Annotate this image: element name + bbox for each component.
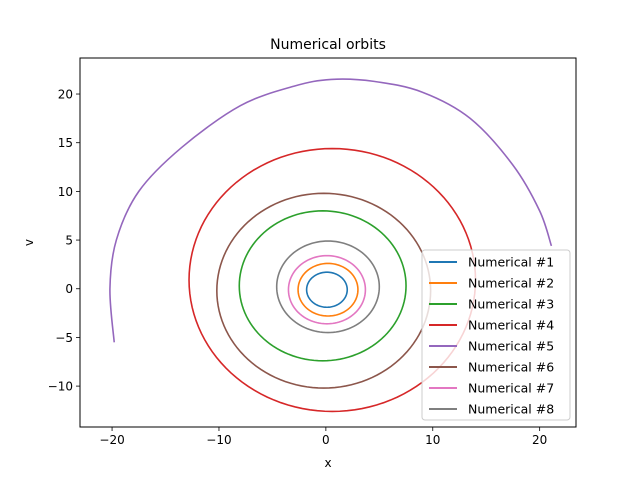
series-line-8 <box>275 240 381 334</box>
legend-box <box>421 249 571 421</box>
x-tick-label: −20 <box>99 433 124 447</box>
x-tick-label: 0 <box>322 433 330 447</box>
y-axis-label: v <box>22 239 36 246</box>
chart-title: Numerical orbits <box>270 37 386 53</box>
series-line-5 <box>109 78 553 343</box>
x-tick-label: 10 <box>425 433 440 447</box>
series-line-2 <box>297 262 359 317</box>
y-tick-label: 10 <box>58 185 73 199</box>
legend-label: Numerical #8 <box>468 402 554 417</box>
y-tick-label: 0 <box>65 282 73 296</box>
series-line-6 <box>216 192 432 389</box>
legend-label: Numerical #3 <box>468 297 554 312</box>
legend-label: Numerical #1 <box>468 255 554 270</box>
x-tick-label: −10 <box>206 433 231 447</box>
legend-label: Numerical #7 <box>468 381 554 396</box>
legend: Numerical #1 Numerical #2 Numerical #3 Nume… <box>421 249 571 421</box>
plot-frame <box>79 57 577 428</box>
series-layer <box>109 78 553 413</box>
legend-label: Numerical #4 <box>468 318 554 333</box>
y-tick-label: −5 <box>55 331 73 345</box>
legend-label: Numerical #5 <box>468 339 554 354</box>
ticks-layer: −20 −10 0 10 20 −10 −5 0 5 10 15 20 <box>48 88 548 447</box>
y-tick-label: 15 <box>58 136 73 150</box>
series-line-3 <box>238 210 407 362</box>
series-line-7 <box>287 254 367 325</box>
y-tick-label: 5 <box>65 234 73 248</box>
x-tick-label: 20 <box>532 433 547 447</box>
y-tick-label: −10 <box>48 380 73 394</box>
legend-label: Numerical #2 <box>468 276 554 291</box>
series-line-1 <box>305 271 349 309</box>
series-line-4 <box>188 147 477 413</box>
x-axis-label: x <box>324 456 331 470</box>
y-tick-label: 20 <box>58 88 73 102</box>
legend-label: Numerical #6 <box>468 360 554 375</box>
